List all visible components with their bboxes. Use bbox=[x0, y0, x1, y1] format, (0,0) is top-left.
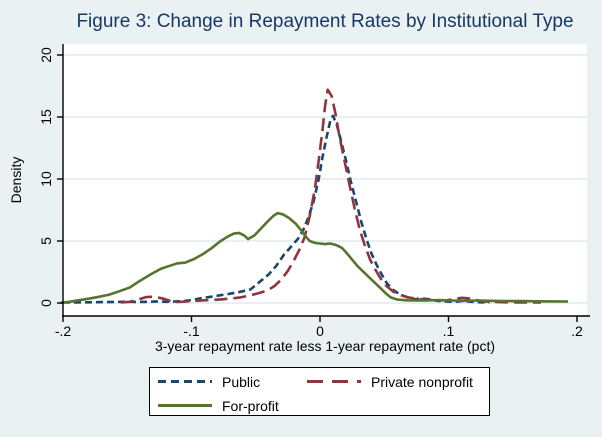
legend-row-1: Public Private nonprofit bbox=[150, 371, 489, 392]
y-tick-label-10: 10 bbox=[38, 171, 54, 187]
legend-row-2: For-profit bbox=[150, 395, 489, 416]
x-tick-label-0.2: .2 bbox=[571, 323, 583, 339]
legend-label-for-profit: For-profit bbox=[222, 397, 279, 414]
for-profit-line-sample-icon bbox=[158, 404, 212, 407]
chart-title: Figure 3: Change in Repayment Rates by I… bbox=[76, 11, 574, 32]
x-tick-label--0.2: -.2 bbox=[55, 323, 72, 339]
y-tick-label-20: 20 bbox=[38, 47, 54, 63]
plot-area bbox=[63, 44, 587, 316]
legend-label-public: Public bbox=[222, 373, 261, 390]
legend-item-public: Public bbox=[150, 371, 306, 392]
y-tick-label-0: 0 bbox=[38, 299, 54, 307]
legend: Public Private nonprofit For-profit bbox=[149, 367, 490, 416]
x-tick-label-0.1: .1 bbox=[443, 323, 455, 339]
private-nonprofit-line-sample-icon bbox=[307, 380, 361, 383]
curve-for-profit bbox=[60, 211, 569, 305]
legend-item-for-profit: For-profit bbox=[150, 395, 306, 416]
legend-item-private-nonprofit: Private nonprofit bbox=[306, 371, 473, 392]
legend-label-private-nonprofit: Private nonprofit bbox=[371, 373, 473, 390]
public-line-sample-icon bbox=[158, 380, 212, 383]
x-axis-title: 3-year repayment rate less 1-year repaym… bbox=[154, 338, 496, 354]
y-tick-label-15: 15 bbox=[38, 109, 54, 125]
x-tick-label-0: 0 bbox=[316, 323, 324, 339]
y-tick-label-5: 5 bbox=[38, 237, 54, 245]
y-axis-title: Density bbox=[8, 156, 24, 204]
x-tick-label--0.1: -.1 bbox=[183, 323, 200, 339]
